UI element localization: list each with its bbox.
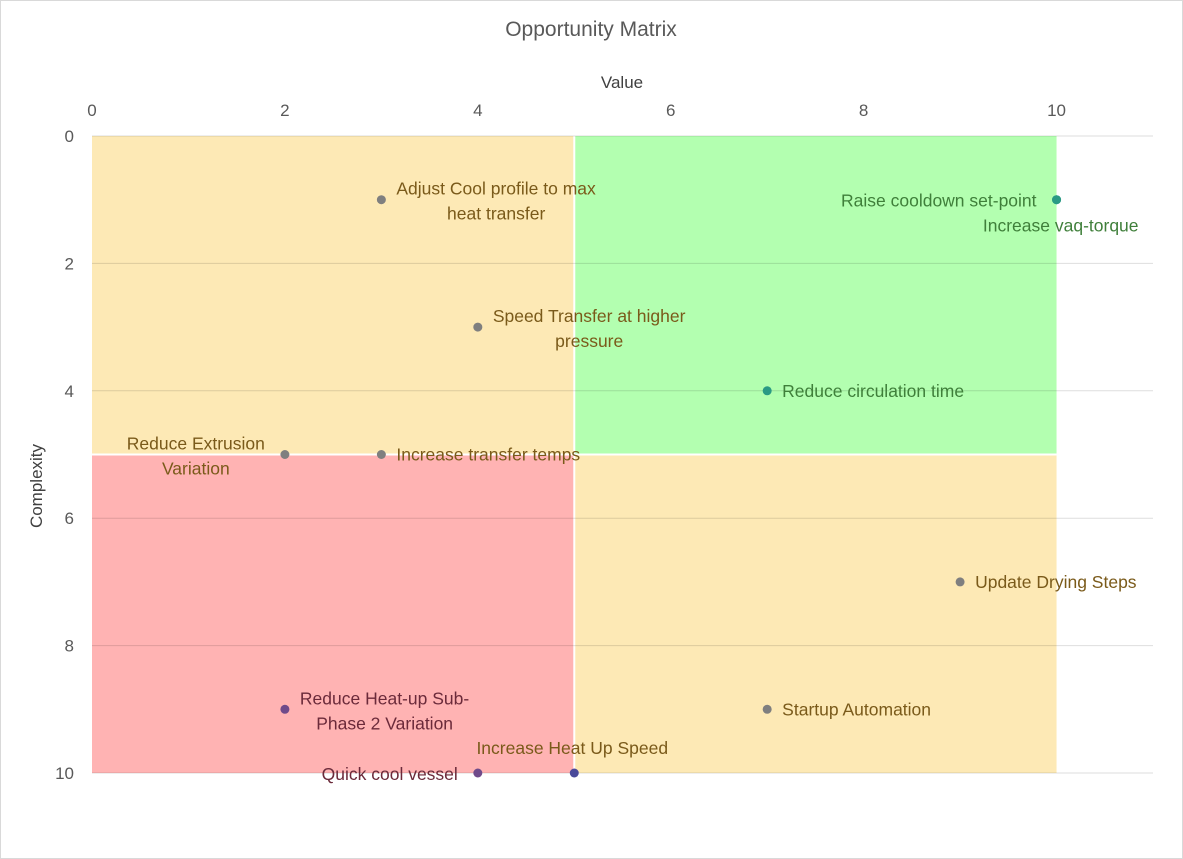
point-label-11-line-1: Quick cool vessel <box>322 764 458 784</box>
data-point-5 <box>762 386 772 396</box>
data-point-4 <box>473 322 483 332</box>
point-label-10-line-1: Startup Automation <box>782 699 931 719</box>
point-label-6-line-2: Variation <box>162 459 230 479</box>
point-label-1-line-1: Adjust Cool profile to max <box>396 179 596 199</box>
data-point-7 <box>376 450 386 459</box>
point-label-5-line-1: Reduce circulation time <box>782 381 964 401</box>
data-point-1 <box>376 195 386 205</box>
x-tick-6: 6 <box>666 101 675 120</box>
quadrant-3 <box>92 454 575 773</box>
point-labels: Adjust Cool profile to max heat transfer R… <box>127 179 1139 784</box>
y-tick-10: 10 <box>55 764 74 783</box>
data-point-6 <box>280 450 290 459</box>
x-tick-10: 10 <box>1047 101 1066 120</box>
point-label-4-line-1: Speed Transfer at higher <box>493 306 686 326</box>
quadrant-4 <box>574 454 1057 773</box>
data-points <box>280 195 1062 778</box>
point-label-9-line-1: Reduce Heat-up Sub- <box>300 688 469 708</box>
y-tick-4: 4 <box>65 382 74 401</box>
point-label-9-line-2: Phase 2 Variation <box>316 713 453 733</box>
x-tick-2: 2 <box>280 101 289 120</box>
x-tick-8: 8 <box>859 101 868 120</box>
quadrant-1 <box>92 136 575 455</box>
data-point-11 <box>473 768 483 778</box>
y-tick-2: 2 <box>65 254 74 273</box>
point-label-2-line-1: Raise cooldown set-point <box>841 191 1037 211</box>
point-label-1-line-2: heat transfer <box>447 204 545 224</box>
point-label-4-line-2: pressure <box>555 331 623 351</box>
data-point-3 <box>1052 195 1062 205</box>
y-tick-labels: 0 2 4 6 8 10 <box>55 127 74 783</box>
y-axis-title: Complexity <box>27 443 46 528</box>
quadrant-2 <box>574 136 1057 455</box>
data-point-12 <box>569 768 579 778</box>
quadrant-backgrounds <box>92 136 1057 773</box>
x-axis-title: Value <box>601 73 643 92</box>
x-tick-labels: 0 2 4 6 8 10 <box>87 101 1066 120</box>
y-tick-0: 0 <box>65 127 74 146</box>
point-label-8-line-1: Update Drying Steps <box>975 572 1137 592</box>
y-tick-6: 6 <box>65 509 74 528</box>
point-label-3-line-1: Increase vaq-torque <box>983 216 1139 236</box>
gridlines <box>92 135 1153 774</box>
point-label-7-line-1: Increase transfer temps <box>396 445 580 465</box>
x-tick-4: 4 <box>473 101 482 120</box>
point-label-6-line-1: Reduce Extrusion <box>127 434 265 454</box>
y-tick-8: 8 <box>65 637 74 656</box>
point-label-12-line-1: Increase Heat Up Speed <box>476 738 668 758</box>
x-tick-0: 0 <box>87 101 96 120</box>
data-point-9 <box>280 704 290 714</box>
data-point-8 <box>955 577 965 587</box>
chart-title: Opportunity Matrix <box>505 18 677 41</box>
data-point-10 <box>762 704 772 714</box>
